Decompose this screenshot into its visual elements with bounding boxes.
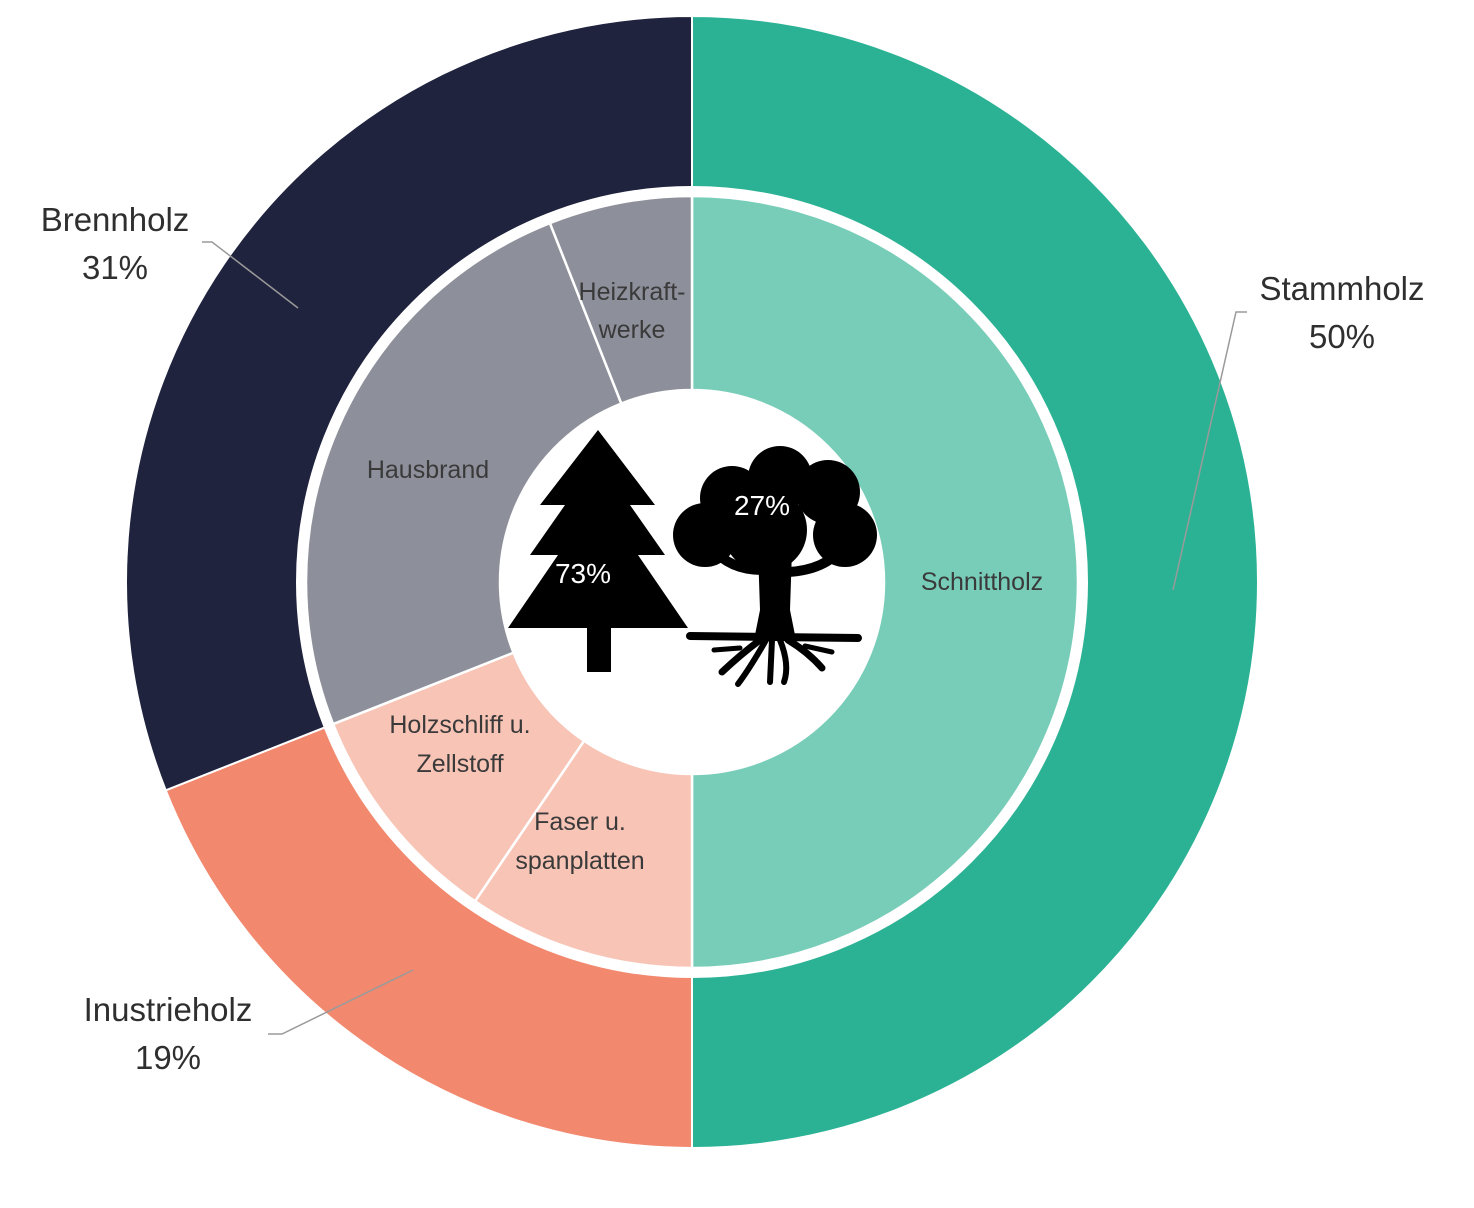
conifer-tree-icon — [508, 430, 688, 672]
industrieholz-label: Inustrieholz — [84, 991, 253, 1028]
heizkraftwerke-label-line1: Heizkraft- — [579, 278, 686, 306]
inner-ring — [296, 186, 1088, 978]
heizkraftwerke-label-line2: werke — [598, 316, 666, 344]
brennholz-percentage: 31% — [82, 249, 148, 286]
holzschliff-label-line1: Holzschliff u. — [389, 711, 530, 739]
industrieholz-leader-line — [268, 969, 414, 1035]
ring-separator — [296, 186, 1088, 978]
industrieholz-percentage: 19% — [135, 1039, 201, 1076]
conifer-percentage: 73% — [555, 558, 611, 589]
stammholz-leader-line — [1172, 311, 1247, 591]
faser-label-line2: spanplatten — [515, 847, 644, 875]
faser-label-line1: Faser u. — [534, 808, 626, 836]
holzschliff-label-line2: Zellstoff — [416, 750, 503, 778]
brennholz-leader-line — [202, 241, 299, 309]
deciduous-percentage: 27% — [734, 490, 790, 521]
stammholz-label: Stammholz — [1259, 270, 1424, 307]
hausbrand-label: Hausbrand — [367, 456, 489, 484]
schnittholz-label: Schnittholz — [921, 568, 1043, 596]
deciduous-tree-icon — [673, 446, 877, 687]
stammholz-percentage: 50% — [1309, 318, 1375, 355]
brennholz-label: Brennholz — [41, 201, 190, 238]
